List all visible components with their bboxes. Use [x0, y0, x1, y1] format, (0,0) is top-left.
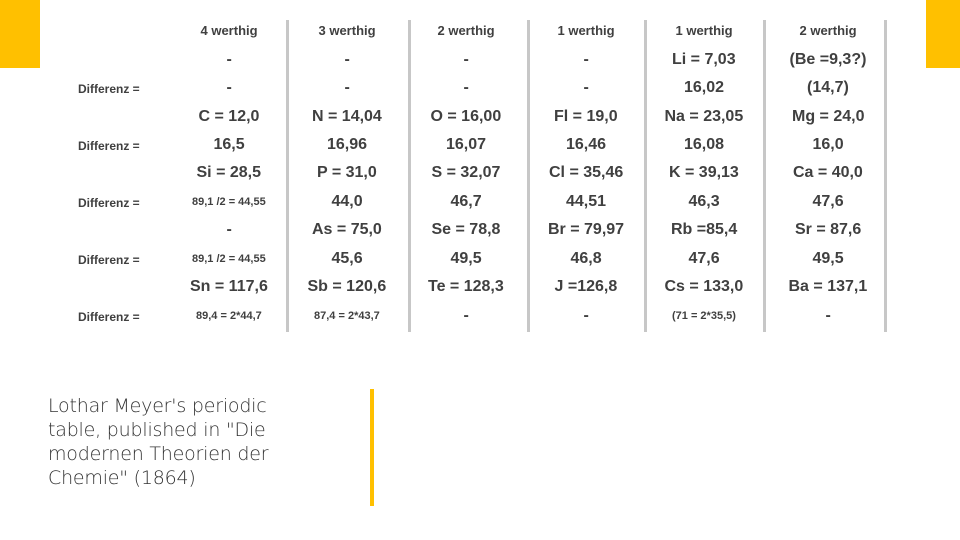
table-cell: Li = 7,03 [672, 51, 736, 68]
table-cell: - [583, 307, 589, 324]
table-cell: - [226, 221, 232, 238]
table-cell: 46,3 [688, 193, 720, 210]
table-cell: Sr = 87,6 [795, 221, 862, 238]
table-cell: Sn = 117,6 [190, 278, 268, 295]
table-cell: - [344, 51, 350, 68]
difference-label: Differenz = [78, 82, 140, 96]
table-cell: - [463, 79, 469, 96]
table-cell: Si = 28,5 [196, 164, 262, 181]
column-header: 2 werthig [437, 23, 495, 38]
table-cell: 16,08 [684, 136, 725, 153]
table-cell: 89,4 = 2*44,7 [196, 310, 262, 322]
table-cell: 16,46 [566, 136, 607, 153]
column-rule [763, 20, 766, 332]
table-cell: 45,6 [331, 250, 363, 267]
column-header: 1 werthig [675, 23, 733, 38]
table-cell: S = 32,07 [431, 164, 501, 181]
column-rule [527, 20, 530, 332]
table-cell: - [226, 51, 232, 68]
table-cell: - [463, 51, 469, 68]
table-cell: (Be =9,3?) [789, 51, 867, 68]
periodic-table-image: 4 werthig 3 werthig 2 werthig 1 werthig 1 we… [70, 20, 888, 332]
table-cell: - [226, 79, 232, 96]
table-cell: P = 31,0 [317, 164, 377, 181]
column-rule [408, 20, 411, 332]
table-cell: 16,5 [213, 136, 245, 153]
column-header: 1 werthig [557, 23, 615, 38]
column-rule [884, 20, 887, 332]
table-cell: Te = 128,3 [428, 278, 504, 295]
column-header: 3 werthig [318, 23, 376, 38]
table-cell: 16,0 [812, 136, 844, 153]
table-cell: Se = 78,8 [431, 221, 501, 238]
table-cell: Mg = 24,0 [792, 108, 865, 125]
table-cell: (71 = 2*35,5) [672, 310, 736, 322]
table-cell: Rb =85,4 [671, 221, 738, 238]
table-cell: 49,5 [450, 250, 482, 267]
difference-label: Differenz = [78, 310, 140, 324]
table-cell: Br = 79,97 [548, 221, 625, 238]
table-cell: 16,07 [446, 136, 487, 153]
column-rule [644, 20, 647, 332]
table-cell: 46,7 [450, 193, 482, 210]
column-header: 4 werthig [200, 23, 258, 38]
image-caption: Lothar Meyer's periodic table, published… [48, 395, 269, 489]
table-cell: Cs = 133,0 [664, 278, 744, 295]
table-cell: 47,6 [812, 193, 844, 210]
caption-divider [370, 389, 374, 506]
table-cell: C = 12,0 [198, 108, 260, 125]
table-cell: K = 39,13 [669, 164, 739, 181]
table-cell: N = 14,04 [312, 108, 382, 125]
table-cell: J =126,8 [554, 278, 618, 295]
table-cell: 47,6 [688, 250, 720, 267]
table-cell: 89,1 /2 = 44,55 [192, 196, 266, 208]
table-cell: 49,5 [812, 250, 844, 267]
difference-label: Differenz = [78, 196, 140, 210]
table-cell: O = 16,00 [430, 108, 502, 125]
difference-label: Differenz = [78, 253, 140, 267]
table-cell: Fl = 19,0 [554, 108, 618, 125]
table-cell: - [583, 51, 589, 68]
accent-bar-top-left [0, 0, 40, 68]
table-cell: Ba = 137,1 [788, 278, 868, 295]
column-header: 2 werthig [799, 23, 857, 38]
table-cell: As = 75,0 [312, 221, 382, 238]
table-cell: 46,8 [570, 250, 602, 267]
difference-label: Differenz = [78, 139, 140, 153]
table-cell: Ca = 40,0 [793, 164, 863, 181]
table-cell: 16,96 [327, 136, 368, 153]
column-rule [286, 20, 289, 332]
table-cell: Na = 23,05 [664, 108, 744, 125]
table-cell: 44,51 [566, 193, 607, 210]
table-cell: 87,4 = 2*43,7 [314, 310, 380, 322]
table-cell: - [825, 307, 831, 324]
table-cell: Cl = 35,46 [549, 164, 624, 181]
table-cell: 16,02 [684, 79, 725, 96]
accent-bar-top-right [926, 0, 960, 68]
table-cell: 44,0 [331, 193, 363, 210]
table-cell: (14,7) [807, 79, 849, 96]
table-cell: 89,1 /2 = 44,55 [192, 253, 266, 265]
table-cell: - [463, 307, 469, 324]
table-cell: Sb = 120,6 [307, 278, 387, 295]
table-cell: - [583, 79, 589, 96]
table-cell: - [344, 79, 350, 96]
